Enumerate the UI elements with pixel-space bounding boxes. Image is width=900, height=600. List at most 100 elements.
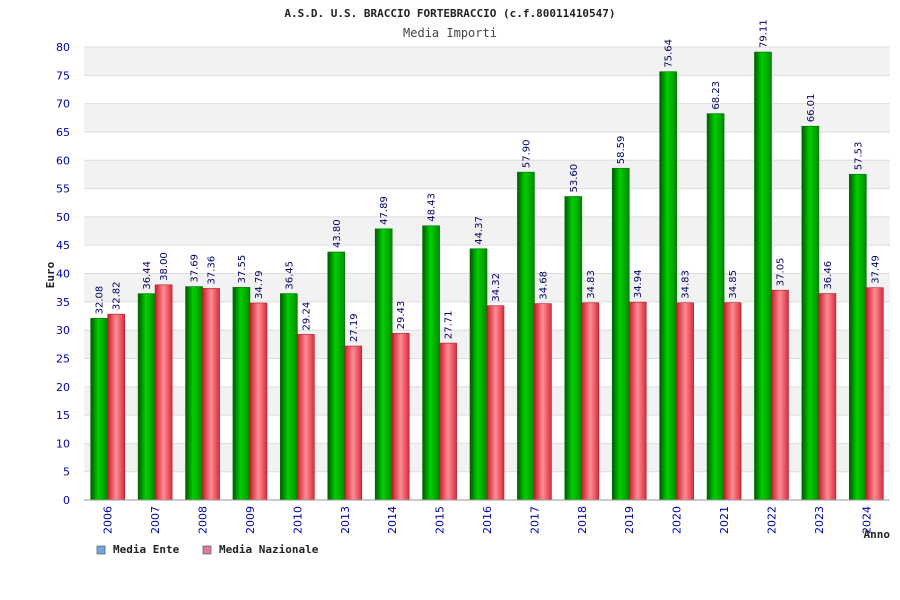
x-tick-label: 2018 — [576, 506, 589, 534]
y-axis-ticks: 0 5 10 15 20 25 30 35 40 45 50 55 60 65 70 75 80 — [56, 41, 70, 507]
bar — [137, 293, 156, 501]
y-tick-label: 75 — [56, 69, 70, 82]
bar — [327, 251, 346, 501]
y-axis-label: Euro — [44, 261, 57, 288]
x-tick-label: 2015 — [434, 506, 447, 534]
bar — [706, 113, 725, 501]
value-label: 37.69 — [190, 254, 201, 283]
bar — [280, 293, 298, 501]
bar — [801, 125, 820, 501]
x-tick-label: 2024 — [860, 506, 873, 534]
value-label: 37.49 — [870, 255, 881, 284]
value-label: 29.43 — [396, 301, 407, 330]
y-tick-label: 80 — [56, 41, 70, 54]
value-label: 75.64 — [664, 39, 675, 68]
bar — [185, 286, 203, 501]
legend-label-media-nazionale: Media Nazionale — [219, 543, 319, 556]
x-axis-ticks: 2006 2007 2008 2009 2010 2013 2014 2015 2016 2017… — [102, 506, 874, 534]
value-label: 34.85 — [728, 270, 739, 299]
bar — [249, 302, 268, 501]
value-label: 36.44 — [142, 261, 153, 290]
bar — [517, 171, 535, 501]
bar — [374, 228, 393, 501]
value-label: 36.46 — [823, 261, 834, 290]
bar — [818, 293, 837, 501]
value-label: 68.23 — [711, 81, 722, 110]
bar — [676, 302, 694, 501]
y-tick-label: 40 — [56, 268, 70, 281]
value-label: 47.89 — [379, 196, 390, 225]
x-tick-label: 2006 — [102, 506, 115, 534]
y-tick-label: 10 — [56, 437, 70, 450]
y-tick-label: 0 — [63, 494, 70, 507]
bars — [90, 51, 884, 501]
y-tick-label: 50 — [56, 211, 70, 224]
value-label: 36.45 — [284, 261, 295, 290]
bar — [107, 313, 126, 501]
chart-title: A.S.D. U.S. BRACCIO FORTEBRACCIO (c.f.80… — [284, 7, 615, 20]
y-tick-label: 25 — [56, 352, 70, 365]
x-tick-label: 2019 — [623, 506, 636, 534]
x-tick-label: 2009 — [244, 506, 257, 534]
value-label: 58.59 — [616, 136, 627, 165]
x-tick-label: 2021 — [718, 506, 731, 534]
bar — [439, 342, 457, 501]
value-label: 32.82 — [112, 282, 123, 311]
y-tick-label: 15 — [56, 409, 70, 422]
bar — [534, 303, 552, 501]
x-axis-label: Anno — [864, 528, 891, 541]
value-labels: 32.08 32.82 36.44 38.00 37.69 37.36 37.55 34.79… — [95, 19, 882, 342]
bar — [659, 71, 677, 501]
x-tick-label: 2010 — [291, 506, 304, 534]
x-tick-label: 2016 — [481, 506, 494, 534]
bar — [486, 305, 505, 501]
y-tick-label: 20 — [56, 381, 70, 394]
x-tick-label: 2013 — [339, 506, 352, 534]
x-tick-label: 2014 — [386, 506, 399, 534]
y-tick-label: 5 — [63, 466, 70, 479]
bar — [581, 302, 600, 501]
legend: Media Ente Media Nazionale — [96, 543, 319, 556]
value-label: 34.79 — [254, 270, 265, 299]
bar — [202, 288, 220, 501]
value-label: 38.00 — [159, 252, 170, 281]
value-label: 57.53 — [853, 142, 864, 171]
bar — [628, 301, 647, 501]
value-label: 37.05 — [775, 258, 786, 287]
value-label: 34.68 — [538, 271, 549, 300]
value-label: 27.71 — [444, 310, 455, 339]
x-tick-label: 2017 — [528, 506, 541, 534]
bar — [344, 345, 363, 501]
x-tick-label: 2022 — [765, 506, 778, 534]
bar — [232, 287, 251, 501]
bar — [469, 248, 488, 501]
value-label: 37.55 — [237, 255, 248, 284]
value-label: 43.80 — [332, 219, 343, 248]
y-tick-label: 60 — [56, 154, 70, 167]
bar — [611, 167, 630, 501]
bar — [754, 51, 772, 501]
value-label: 34.83 — [681, 270, 692, 299]
value-label: 44.37 — [474, 216, 485, 245]
value-label: 57.90 — [521, 140, 532, 169]
value-label: 34.32 — [491, 273, 502, 302]
legend-swatch-media-ente — [96, 545, 106, 555]
value-label: 32.08 — [95, 286, 106, 315]
bar — [422, 225, 440, 501]
bar — [771, 289, 789, 501]
bar — [564, 196, 583, 501]
y-tick-label: 30 — [56, 324, 70, 337]
value-label: 53.60 — [569, 164, 580, 193]
x-tick-label: 2023 — [813, 506, 826, 534]
legend-swatch-media-nazionale — [202, 545, 212, 555]
x-tick-label: 2020 — [671, 506, 684, 534]
value-label: 66.01 — [806, 94, 817, 123]
y-tick-label: 45 — [56, 239, 70, 252]
legend-label-media-ente: Media Ente — [113, 543, 180, 556]
chart-subtitle: Media Importi — [403, 26, 497, 40]
value-label: 48.43 — [427, 193, 438, 222]
bar — [391, 333, 410, 501]
x-tick-label: 2007 — [149, 506, 162, 534]
y-tick-label: 70 — [56, 98, 70, 111]
bar — [723, 302, 742, 501]
